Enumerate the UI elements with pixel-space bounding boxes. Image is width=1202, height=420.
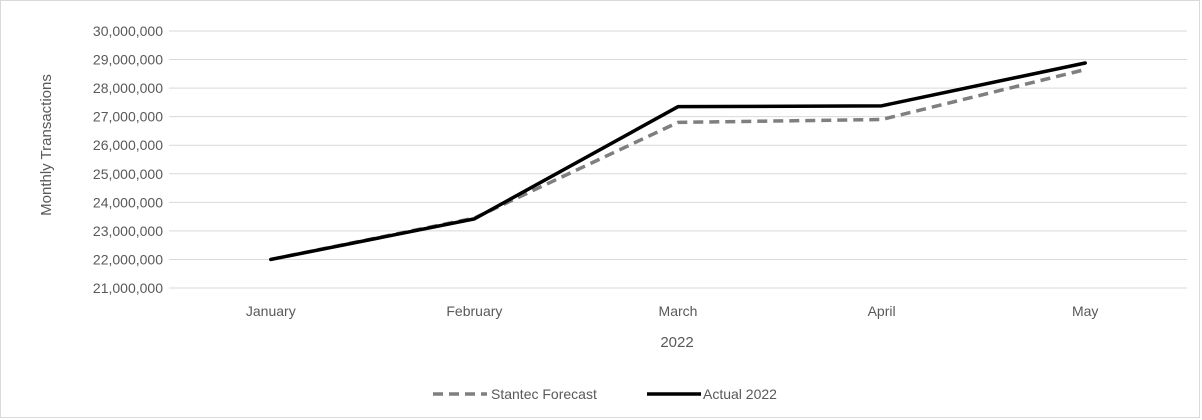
- x-tick-label: January: [246, 303, 296, 319]
- y-tick-label: 22,000,000: [93, 251, 163, 267]
- gridlines: [169, 30, 1187, 289]
- y-tick-label: 30,000,000: [93, 23, 163, 39]
- legend-label-actual-2022: Actual 2022: [703, 386, 777, 402]
- x-tick-label: February: [446, 303, 502, 319]
- y-tick-label: 21,000,000: [93, 280, 163, 296]
- legend-item-stantec-forecast: Stantec Forecast: [433, 386, 597, 402]
- series-line-actual-2022: [269, 61, 1087, 262]
- y-tick-label: 26,000,000: [93, 137, 163, 153]
- y-tick-label: 25,000,000: [93, 166, 163, 182]
- series-lines: [269, 61, 1087, 262]
- y-tick-label: 24,000,000: [93, 194, 163, 210]
- x-tick-label: March: [659, 303, 698, 319]
- y-axis-tick-labels: 21,000,000 22,000,000 23,000,000 24,000,000…: [93, 23, 163, 296]
- legend-label-stantec-forecast: Stantec Forecast: [491, 386, 597, 402]
- y-tick-label: 27,000,000: [93, 109, 163, 125]
- y-tick-label: 23,000,000: [93, 223, 163, 239]
- x-axis-title: 2022: [660, 334, 693, 351]
- x-axis-tick-labels: January February March April May: [246, 303, 1099, 319]
- legend-item-actual-2022: Actual 2022: [647, 386, 777, 402]
- x-tick-label: May: [1072, 303, 1098, 319]
- series-line-stantec-forecast: [270, 67, 1086, 262]
- legend: Stantec Forecast Actual 2022: [433, 386, 777, 402]
- y-tick-label: 28,000,000: [93, 80, 163, 96]
- y-tick-label: 29,000,000: [93, 52, 163, 68]
- x-tick-label: April: [868, 303, 896, 319]
- y-axis-title: Monthly Transactions: [38, 74, 55, 216]
